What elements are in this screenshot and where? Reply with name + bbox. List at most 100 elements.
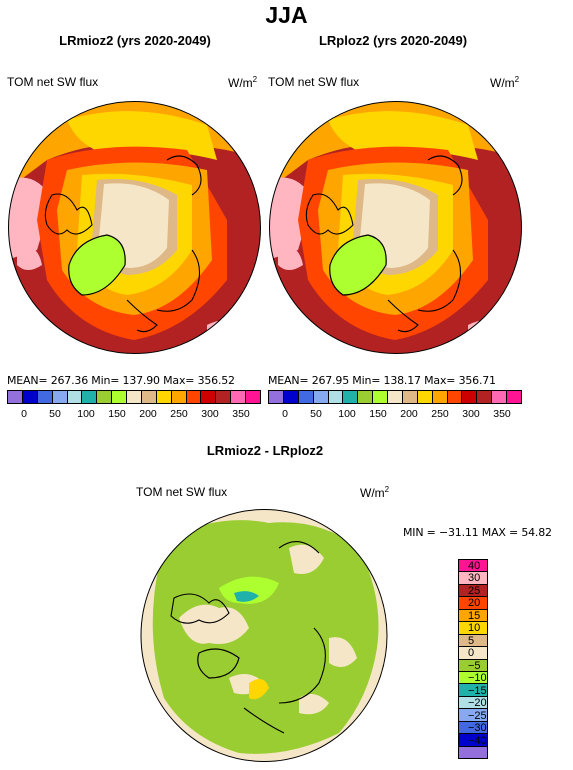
colorbar-tick-label: 30	[468, 572, 481, 584]
colorbar-tick-label: 350	[232, 408, 250, 420]
colorbar-swatch	[459, 584, 487, 598]
colorbar-tick-label: 300	[462, 408, 480, 420]
right-variable-label: TOM net SW flux	[268, 75, 360, 89]
colorbar-tick-label: 25	[468, 584, 481, 597]
colorbar-tick-label: −40	[468, 734, 487, 747]
right-polar-map	[268, 100, 523, 355]
colorbar-swatch	[459, 572, 487, 585]
colorbar-swatch	[477, 391, 493, 403]
colorbar-swatch	[343, 391, 359, 403]
left-stats: MEAN= 267.36 Min= 137.90 Max= 356.52	[7, 374, 235, 387]
colorbar-tick-label: 0	[21, 408, 27, 420]
diff-colorbar	[458, 559, 488, 759]
colorbar-swatch	[459, 746, 487, 758]
colorbar-swatch	[171, 391, 187, 403]
colorbar-swatch	[459, 721, 487, 735]
colorbar-swatch	[459, 609, 487, 623]
right-stats: MEAN= 267.95 Min= 138.17 Max= 356.71	[268, 374, 496, 387]
colorbar-swatch	[459, 684, 487, 697]
colorbar-tick-label: −10	[468, 672, 487, 684]
diff-variable-label: TOM net SW flux	[136, 485, 228, 499]
colorbar-swatch	[283, 391, 299, 403]
colorbar-swatch	[459, 634, 487, 648]
colorbar-tick-label: −20	[468, 697, 487, 709]
colorbar-tick-label: 0	[282, 408, 288, 420]
colorbar-swatch	[447, 391, 463, 403]
colorbar-tick-label: 150	[369, 408, 387, 420]
colorbar-swatch	[22, 391, 38, 403]
colorbar-swatch	[417, 391, 433, 403]
colorbar-tick-label: 0	[468, 647, 475, 659]
colorbar-tick-label: 15	[468, 609, 481, 622]
colorbar-swatch	[459, 622, 487, 635]
colorbar-swatch	[269, 391, 284, 403]
colorbar-swatch	[231, 391, 246, 403]
colorbar-tick-label: 200	[139, 408, 157, 420]
colorbar-swatch	[246, 391, 260, 403]
colorbar-swatch	[127, 391, 142, 403]
colorbar-tick-label: 100	[77, 408, 95, 420]
colorbar-tick-label: 40	[468, 559, 481, 572]
colorbar-swatch	[156, 391, 172, 403]
left-colorbar	[7, 390, 261, 404]
colorbar-swatch	[186, 391, 202, 403]
colorbar-swatch	[402, 391, 418, 403]
colorbar-tick-label: −5	[468, 659, 481, 672]
diff-panel-title: LRmioz2 - LRploz2	[206, 443, 324, 458]
colorbar-tick-label: 50	[49, 408, 61, 420]
right-units-label: W/m2	[490, 75, 520, 90]
colorbar-tick-label: 300	[201, 408, 219, 420]
colorbar-swatch	[459, 597, 487, 610]
right-colorbar	[268, 390, 522, 404]
colorbar-swatch	[373, 391, 388, 403]
colorbar-swatch	[459, 560, 487, 573]
colorbar-tick-label: 250	[431, 408, 449, 420]
colorbar-tick-label: 10	[468, 622, 481, 634]
colorbar-swatch	[507, 391, 521, 403]
colorbar-tick-label: 100	[338, 408, 356, 420]
colorbar-swatch	[432, 391, 448, 403]
colorbar-swatch	[8, 391, 23, 403]
colorbar-tick-label: 150	[108, 408, 126, 420]
colorbar-tick-label: 20	[468, 597, 481, 609]
colorbar-swatch	[388, 391, 403, 403]
colorbar-swatch	[492, 391, 507, 403]
colorbar-swatch	[459, 659, 487, 672]
colorbar-swatch	[97, 391, 113, 403]
colorbar-tick-label: −30	[468, 722, 487, 734]
colorbar-swatch	[459, 734, 487, 747]
colorbar-swatch	[112, 391, 127, 403]
colorbar-swatch	[459, 696, 487, 710]
colorbar-swatch	[459, 709, 487, 722]
colorbar-swatch	[459, 647, 487, 660]
colorbar-tick-label: 350	[493, 408, 511, 420]
colorbar-swatch	[52, 391, 68, 403]
left-units-label: W/m2	[228, 75, 258, 90]
colorbar-swatch	[82, 391, 98, 403]
colorbar-swatch	[313, 391, 329, 403]
diff-polar-map	[139, 508, 389, 763]
colorbar-swatch	[37, 391, 53, 403]
left-variable-label: TOM net SW flux	[7, 75, 99, 89]
colorbar-tick-label: −15	[468, 684, 487, 697]
colorbar-swatch	[67, 391, 83, 403]
colorbar-swatch	[141, 391, 157, 403]
colorbar-tick-label: 250	[170, 408, 188, 420]
colorbar-swatch	[298, 391, 314, 403]
colorbar-swatch	[358, 391, 374, 403]
colorbar-swatch	[328, 391, 344, 403]
left-polar-map	[7, 100, 262, 355]
colorbar-tick-label: 5	[468, 634, 475, 647]
colorbar-swatch	[216, 391, 232, 403]
colorbar-tick-label: 200	[400, 408, 418, 420]
colorbar-tick-label: −25	[468, 709, 487, 722]
colorbar-swatch	[459, 671, 487, 685]
colorbar-swatch	[462, 391, 478, 403]
diff-units-label: W/m2	[360, 485, 390, 500]
left-panel-title: LRmioz2 (yrs 2020-2049)	[59, 33, 211, 48]
page-title: JJA	[265, 2, 308, 28]
colorbar-tick-label: 50	[310, 408, 322, 420]
colorbar-swatch	[201, 391, 217, 403]
diff-stats: MIN = −31.11 MAX = 54.82	[403, 526, 552, 539]
right-panel-title: LRploz2 (yrs 2020-2049)	[318, 33, 468, 48]
